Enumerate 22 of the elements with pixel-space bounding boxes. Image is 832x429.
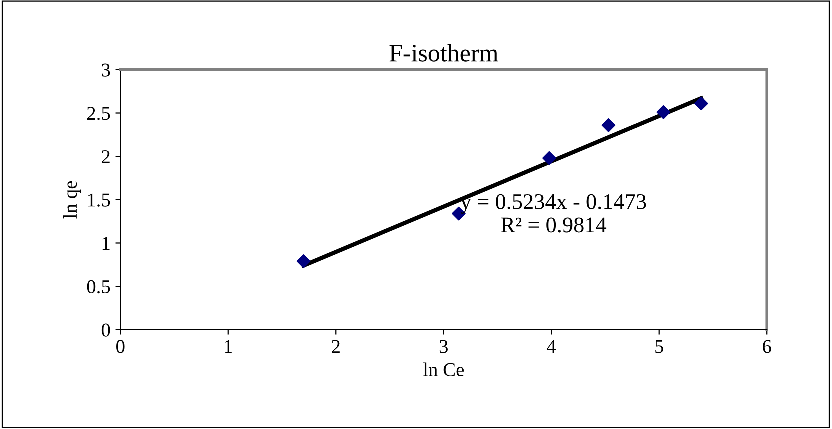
y-tick-label: 1 bbox=[102, 237, 110, 250]
point bbox=[542, 151, 556, 166]
x-tick-label: 4 bbox=[547, 340, 556, 354]
y-axis-title: ln qe bbox=[63, 181, 82, 219]
x-axis-title: ln Ce bbox=[423, 362, 464, 376]
y-tick-label: 3 bbox=[102, 64, 110, 77]
x-tick-label: 1 bbox=[225, 340, 232, 354]
point bbox=[656, 105, 671, 120]
x-tick-label: 0 bbox=[116, 340, 125, 354]
point bbox=[602, 118, 616, 132]
point bbox=[694, 96, 708, 111]
point bbox=[296, 254, 311, 268]
y-tick-label: 1.5 bbox=[88, 194, 110, 207]
y-tick-label: 2 bbox=[102, 150, 110, 164]
y-tick-label: 2.5 bbox=[87, 107, 110, 120]
y-tick-label: 0 bbox=[102, 324, 110, 337]
x-tick-label: 6 bbox=[763, 340, 772, 354]
x-tick-label: 5 bbox=[656, 340, 664, 354]
x-tick-label: 2 bbox=[332, 340, 340, 354]
chart-title: F-isotherm bbox=[390, 44, 498, 62]
x-tick-label: 3 bbox=[440, 340, 448, 354]
y-tick-label: 0.5 bbox=[87, 280, 110, 294]
